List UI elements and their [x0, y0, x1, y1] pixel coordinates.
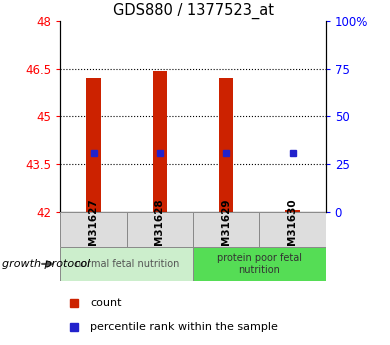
Text: GSM31630: GSM31630 [287, 198, 298, 261]
Text: GSM31629: GSM31629 [221, 198, 231, 261]
Bar [193, 247, 326, 281]
Bar [86, 78, 101, 212]
Bar [60, 247, 193, 281]
Text: count: count [90, 298, 121, 308]
Text: GSM31628: GSM31628 [155, 198, 165, 261]
Bar [193, 212, 259, 247]
Bar [60, 212, 127, 247]
Text: growth protocol: growth protocol [2, 259, 90, 269]
Bar [219, 78, 234, 212]
Bar [127, 212, 193, 247]
Bar [259, 212, 326, 247]
Bar [152, 71, 167, 212]
Text: normal fetal nutrition: normal fetal nutrition [74, 259, 179, 269]
Title: GDS880 / 1377523_at: GDS880 / 1377523_at [113, 3, 273, 19]
Bar [285, 210, 300, 212]
Text: GSM31627: GSM31627 [89, 198, 99, 261]
Text: protein poor fetal
nutrition: protein poor fetal nutrition [217, 253, 302, 275]
Text: percentile rank within the sample: percentile rank within the sample [90, 322, 278, 332]
